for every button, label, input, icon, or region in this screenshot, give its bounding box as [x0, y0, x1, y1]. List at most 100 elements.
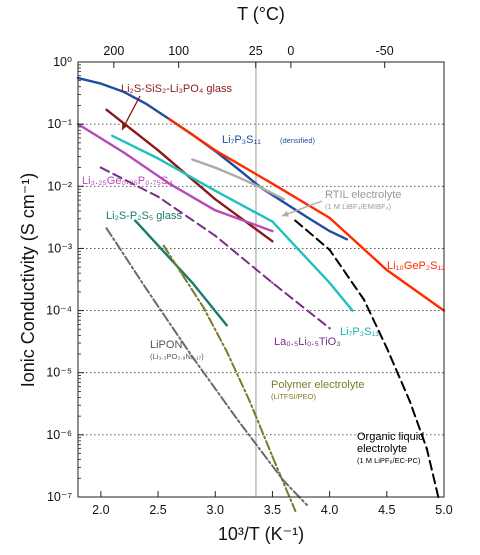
data-point-rtil-electrolyte-3	[259, 186, 263, 189]
data-point-li-ge-p-s-3	[214, 209, 217, 212]
data-point-rtil-electrolyte-2	[237, 176, 240, 179]
data-point-polymer-electrolyte-6	[294, 509, 297, 512]
data-point-polymer-electrolyte-0	[162, 244, 165, 247]
y-tick-label-1: 10⁻¹	[47, 117, 72, 131]
annotation-rtil-electrolyte-3-sub: (1 M LiBF₄/EMIBF₄)	[325, 202, 392, 211]
data-point-la-li-tio-3	[271, 281, 274, 284]
data-point-li-p-s-densified-12	[345, 238, 348, 241]
rtil-label-arrow	[281, 200, 323, 217]
data-point-lipon-5	[305, 503, 308, 506]
top-tick-label-0: 200	[103, 44, 124, 58]
data-point-organic-liquid-electrolyte-0	[294, 219, 297, 222]
data-point-organic-liquid-electrolyte-1	[328, 248, 331, 251]
plot-frame	[77, 61, 445, 498]
y-tick-label-7: 10⁻⁷	[47, 490, 73, 504]
annotation-li-p-s-6: Li₇P₃S₁₁	[340, 326, 379, 338]
y-tick-label-2: 10⁻²	[47, 179, 72, 193]
data-point-organic-liquid-electrolyte-5	[425, 447, 428, 450]
data-point-la-li-tio-2	[214, 234, 217, 237]
data-point-li-gep-s-4	[385, 268, 388, 272]
top-axis: 200 100 25 0 -50	[103, 44, 394, 68]
annotation-li-p-s-1: Li₇P₃S₁₁	[222, 134, 261, 146]
data-point-li-p-s-densified-11	[328, 230, 331, 233]
data-point-li-p-s-1	[157, 157, 160, 160]
data-point-la-li-tio-1	[157, 195, 160, 198]
data-point-rtil-electrolyte-1	[214, 166, 217, 169]
data-point-lipon-3	[237, 419, 240, 422]
left-axis: 10⁰ 10⁻¹ 10⁻² 10⁻³ 10⁻⁴ 10⁻⁵ 10⁻⁶ 10⁻⁷	[46, 55, 84, 504]
data-point-lipon-4	[282, 480, 285, 483]
y-axis-title: Ionic Conductivity (S cm⁻¹)	[18, 173, 38, 388]
x-tick-label-0: 2.0	[92, 503, 109, 517]
data-point-li-p-s-densified-10	[305, 215, 308, 219]
data-point-li-gep-s-2	[271, 182, 274, 185]
data-point-rtil-electrolyte-0	[191, 158, 194, 161]
x-axis-title: 10³/T (K⁻¹)	[218, 524, 304, 544]
x-tick-label-6: 5.0	[435, 503, 452, 517]
data-point-li-ge-p-s-2	[168, 182, 171, 185]
data-point-li-p-s-4	[328, 281, 331, 284]
data-point-li-ge-p-s-1	[122, 151, 125, 154]
series-line-li-p-s-4	[111, 134, 354, 312]
data-point-li-p-s-0	[111, 134, 114, 137]
data-point-polymer-electrolyte-4	[248, 399, 251, 403]
data-point-lipon-1	[145, 288, 148, 291]
data-point-li-gep-s-1	[214, 149, 217, 152]
x-tick-label-1: 2.5	[149, 503, 166, 517]
top-tick-label-2: 25	[249, 44, 263, 58]
data-point-lipon-0	[105, 227, 108, 230]
data-point-li-s-p-s-glass-1	[191, 281, 194, 284]
annotation-li-p-s-1-sub: (densified)	[280, 136, 316, 145]
annotation-li-ge-p-s-2: Li₃.₂₅Ge₀.₂₅P₀.₇₅S₄	[82, 175, 173, 187]
data-point-polymer-electrolyte-1	[179, 271, 182, 274]
data-point-polymer-electrolyte-3	[225, 350, 228, 353]
annotation-organic-liquid-10-line2: electrolyte	[357, 443, 407, 455]
x-tick-label-2: 3.0	[207, 503, 224, 517]
annotation-la-li-tio-7: La₀.₅Li₀.₅TiO₃	[274, 336, 341, 348]
data-point-li-gep-s-0	[168, 118, 171, 121]
data-point-li-s-sis-li-po-glass-2	[214, 198, 217, 201]
annotation-li-gep-s-5: Li₁₀GeP₂S₁₂	[387, 260, 445, 272]
data-point-li-p-s-densified-3	[145, 103, 148, 106]
data-point-rtil-electrolyte-4	[282, 198, 285, 201]
data-point-organic-liquid-electrolyte-2	[362, 298, 365, 301]
top-tick-label-4: -50	[376, 44, 394, 58]
data-point-li-s-p-s-glass-2	[225, 324, 228, 327]
top-axis-title: T (°C)	[237, 4, 285, 24]
data-point-li-p-s-2	[214, 189, 217, 192]
y-tick-label-0: 10⁰	[53, 55, 72, 69]
top-tick-label-1: 100	[168, 44, 189, 58]
annotation-li-s-sis-li-po-glass-0: Li₂S-SiS₂-Li₃PO₄ glass	[121, 83, 233, 95]
glass-label-arrow	[121, 95, 141, 131]
series-line-lipon-9	[105, 227, 308, 506]
arrow-markers	[121, 95, 323, 217]
data-point-li-p-s-densified-9	[282, 201, 285, 204]
data-point-li-s-p-s-glass-0	[134, 219, 137, 222]
annotation-lipon-8: LiPON	[150, 339, 182, 351]
series-line-li-gep-s-2	[168, 117, 446, 312]
data-point-li-s-sis-li-po-glass-3	[271, 240, 274, 243]
annotation-organic-liquid-10-sub: (1 M LiPF₆/EC-PC)	[357, 456, 421, 465]
annotation-rtil-electrolyte-3: RTIL electrolyte	[325, 189, 401, 201]
x-tick-label-3: 3.5	[264, 503, 281, 517]
data-point-li-p-s-densified-1	[99, 82, 102, 85]
series-annotations: Li₂S-SiS₂-Li₃PO₄ glass Li₇P₃S₁₁ (densified…	[82, 83, 445, 465]
data-point-li-ge-p-s-4	[271, 230, 274, 233]
annotation-lipon-8-sub: (Li₃.₃PO₃.₉N₀.₁₇)	[150, 352, 204, 361]
y-tick-label-6: 10⁻⁶	[46, 428, 72, 442]
series-lines	[76, 76, 446, 512]
data-point-organic-liquid-electrolyte-4	[408, 399, 411, 403]
data-point-li-s-sis-li-po-glass-0	[105, 108, 108, 111]
annotation-li-s-p-s-glass-4: Li₂S-P₂S₅ glass	[106, 210, 182, 222]
data-point-li-p-s-densified-7	[237, 167, 240, 171]
data-point-organic-liquid-electrolyte-3	[385, 346, 388, 350]
data-point-li-s-sis-li-po-glass-1	[157, 149, 160, 152]
rtil-label-arrow-head	[282, 210, 289, 217]
data-point-la-li-tio-0	[99, 166, 102, 169]
annotation-polymer-electrolyte-9: Polymer electrolyte	[271, 379, 365, 391]
y-tick-label-3: 10⁻³	[47, 241, 72, 255]
x-tick-label-4: 4.0	[321, 503, 338, 517]
data-point-li-p-s-densified-2	[122, 90, 125, 93]
